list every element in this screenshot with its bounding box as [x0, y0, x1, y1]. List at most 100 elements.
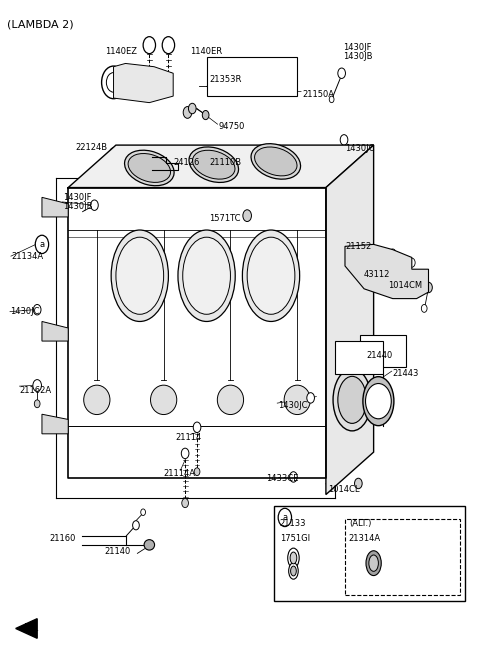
Text: 1014CM: 1014CM	[388, 281, 422, 290]
Text: 21133: 21133	[279, 520, 306, 529]
Text: 1014CL: 1014CL	[328, 485, 360, 494]
Text: 22124B: 22124B	[75, 143, 108, 152]
Text: 21152: 21152	[345, 242, 371, 251]
Ellipse shape	[183, 237, 230, 314]
Text: FR.: FR.	[24, 623, 39, 634]
Text: 1430JF: 1430JF	[343, 43, 371, 52]
Ellipse shape	[366, 551, 381, 575]
Circle shape	[365, 384, 391, 419]
Circle shape	[141, 509, 145, 516]
Text: 1140EZ: 1140EZ	[106, 47, 137, 56]
Text: 1430JB: 1430JB	[343, 52, 372, 62]
Text: (LAMBDA 2): (LAMBDA 2)	[7, 19, 74, 30]
Circle shape	[289, 472, 297, 482]
Circle shape	[132, 521, 139, 530]
Ellipse shape	[144, 540, 155, 550]
Polygon shape	[114, 64, 173, 102]
Circle shape	[243, 210, 252, 222]
Text: 21114A: 21114A	[164, 468, 196, 478]
Ellipse shape	[284, 385, 311, 415]
Circle shape	[329, 96, 334, 102]
Text: 21134A: 21134A	[11, 252, 43, 260]
Ellipse shape	[84, 385, 110, 415]
Text: 1571TC: 1571TC	[209, 214, 240, 223]
Text: 21140: 21140	[104, 547, 130, 556]
Circle shape	[351, 247, 358, 255]
Bar	[206, 57, 297, 96]
Ellipse shape	[288, 548, 299, 567]
Ellipse shape	[189, 147, 239, 182]
Circle shape	[47, 422, 54, 431]
Circle shape	[34, 304, 41, 315]
Text: 1430JB: 1430JB	[63, 202, 93, 211]
Ellipse shape	[242, 230, 300, 321]
Ellipse shape	[333, 369, 371, 431]
Circle shape	[189, 103, 196, 113]
Text: (ALT.): (ALT.)	[349, 520, 371, 529]
Bar	[336, 341, 383, 374]
Text: 21443: 21443	[393, 369, 419, 379]
Circle shape	[181, 448, 189, 459]
Ellipse shape	[363, 377, 394, 426]
Ellipse shape	[128, 154, 170, 182]
Circle shape	[102, 66, 125, 98]
Circle shape	[408, 258, 415, 267]
Text: 21353R: 21353R	[209, 75, 241, 84]
Circle shape	[338, 68, 346, 79]
Ellipse shape	[111, 230, 168, 321]
Circle shape	[421, 304, 427, 312]
Text: 1140ER: 1140ER	[190, 47, 222, 56]
Circle shape	[156, 159, 162, 168]
Text: 1430JF: 1430JF	[63, 193, 92, 202]
Circle shape	[182, 499, 189, 508]
Text: 21314A: 21314A	[349, 534, 381, 543]
Polygon shape	[42, 321, 68, 341]
Ellipse shape	[217, 385, 243, 415]
Circle shape	[278, 508, 291, 527]
Ellipse shape	[247, 237, 295, 314]
Polygon shape	[42, 414, 68, 434]
Text: 21110B: 21110B	[209, 158, 241, 167]
Circle shape	[33, 380, 41, 392]
Ellipse shape	[116, 237, 164, 314]
Ellipse shape	[288, 563, 298, 579]
Circle shape	[91, 200, 98, 211]
Ellipse shape	[338, 377, 366, 423]
Circle shape	[396, 349, 401, 357]
Circle shape	[143, 37, 156, 54]
Circle shape	[107, 73, 120, 92]
Circle shape	[389, 249, 396, 258]
Text: 24126: 24126	[173, 158, 200, 167]
Text: a: a	[39, 240, 45, 249]
Text: 21150A: 21150A	[302, 90, 334, 98]
Circle shape	[340, 134, 348, 145]
Polygon shape	[42, 197, 68, 217]
Text: 43112: 43112	[364, 270, 390, 279]
Ellipse shape	[251, 144, 300, 179]
Text: a: a	[282, 513, 288, 522]
Text: 21160: 21160	[49, 534, 75, 543]
Bar	[345, 520, 459, 594]
Text: 1751GI: 1751GI	[281, 534, 311, 543]
Polygon shape	[326, 145, 373, 495]
Circle shape	[307, 393, 314, 403]
Text: 21162A: 21162A	[20, 386, 52, 394]
Circle shape	[364, 349, 369, 357]
Circle shape	[35, 236, 48, 253]
Circle shape	[193, 422, 201, 432]
Text: 1430JC: 1430JC	[10, 307, 39, 316]
Bar	[275, 506, 465, 601]
Ellipse shape	[290, 552, 297, 564]
Circle shape	[416, 279, 423, 288]
Ellipse shape	[369, 555, 378, 571]
Circle shape	[47, 330, 54, 339]
Circle shape	[355, 478, 362, 489]
Circle shape	[202, 110, 209, 119]
Circle shape	[425, 282, 432, 293]
Bar	[360, 335, 406, 367]
Ellipse shape	[290, 566, 296, 576]
Text: 1433CE: 1433CE	[266, 474, 299, 483]
Polygon shape	[16, 619, 37, 638]
Text: 94750: 94750	[218, 122, 245, 131]
Ellipse shape	[254, 147, 297, 176]
